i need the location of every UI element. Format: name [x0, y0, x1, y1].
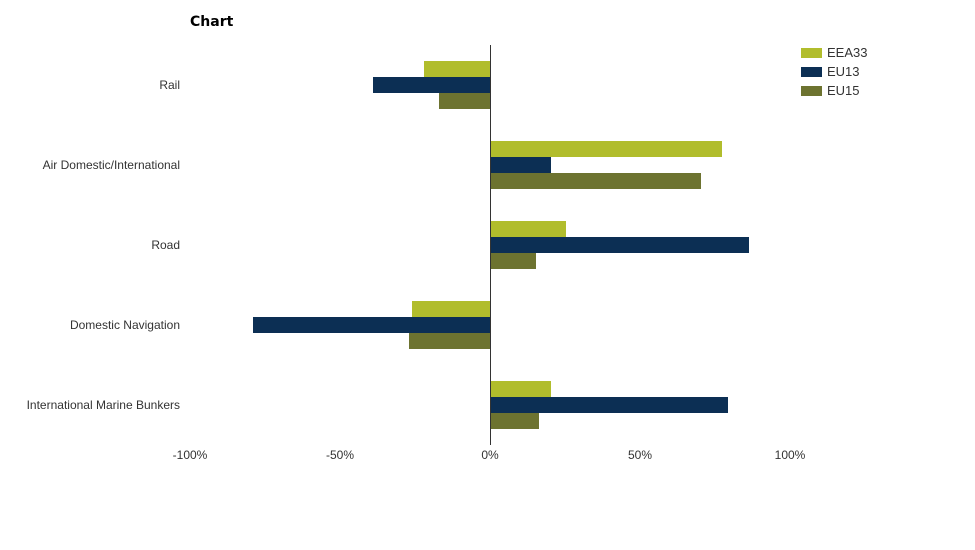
chart-title: Chart [190, 14, 234, 30]
bar-eea33-0[interactable] [424, 61, 490, 77]
bar-eea33-1[interactable] [491, 141, 722, 157]
legend-swatch-icon [801, 47, 822, 58]
legend: EEA33 EU13 EU15 [801, 43, 867, 100]
category-label: International Marine Bunkers [26, 398, 180, 412]
legend-label: EEA33 [827, 45, 868, 60]
bar-eu15-3[interactable] [409, 333, 490, 349]
bar-eu15-2[interactable] [491, 253, 536, 269]
bar-eu15-0[interactable] [439, 93, 490, 109]
bar-eu13-2[interactable] [491, 237, 749, 253]
bar-eu15-1[interactable] [491, 173, 701, 189]
x-tick-label: 100% [774, 448, 806, 462]
legend-item-eea33[interactable]: EEA33 [801, 43, 867, 62]
x-tick-label: -50% [325, 448, 355, 462]
x-tick-label: 50% [627, 448, 653, 462]
bar-eu13-1[interactable] [491, 157, 551, 173]
bar-eea33-4[interactable] [491, 381, 551, 397]
legend-item-eu13[interactable]: EU13 [801, 62, 867, 81]
bar-eu13-4[interactable] [491, 397, 728, 413]
x-tick-label: 0% [481, 448, 499, 462]
category-label: Rail [159, 78, 180, 92]
legend-swatch-icon [801, 85, 822, 96]
bar-eu13-0[interactable] [373, 77, 490, 93]
bar-eu13-3[interactable] [253, 317, 490, 333]
category-label: Domestic Navigation [69, 318, 180, 332]
bar-eu15-4[interactable] [491, 413, 539, 429]
legend-label: EU13 [827, 64, 860, 79]
legend-item-eu15[interactable]: EU15 [801, 81, 867, 100]
category-label: Road [151, 238, 180, 252]
zero-axis-line [490, 45, 491, 445]
bar-eea33-2[interactable] [491, 221, 566, 237]
category-label: Air Domestic/International [42, 158, 180, 172]
legend-label: EU15 [827, 83, 860, 98]
bar-eea33-3[interactable] [412, 301, 490, 317]
x-tick-label: -100% [172, 448, 208, 462]
legend-swatch-icon [801, 66, 822, 77]
